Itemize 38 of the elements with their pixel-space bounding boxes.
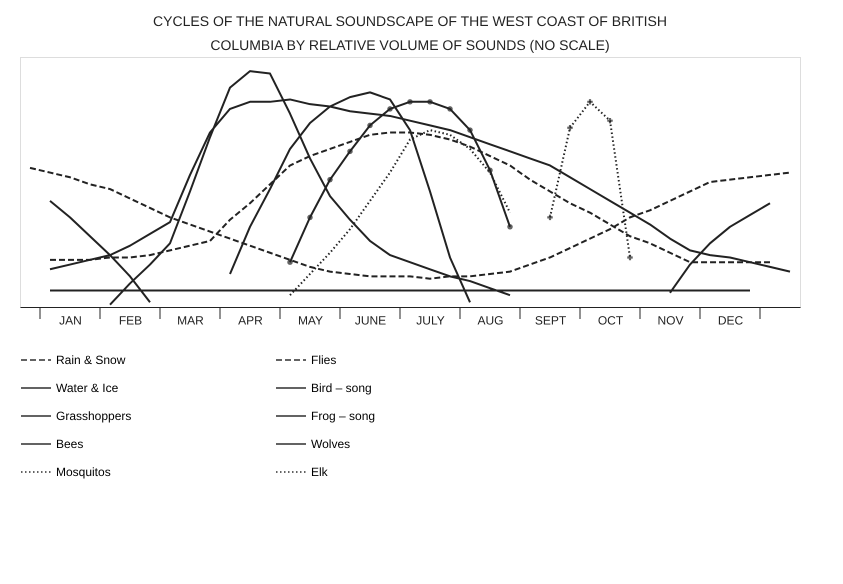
chart-title: CYCLES OF THE NATURAL SOUNDSCAPE OF THE WEST COAST OF BRITISH COLUMBIA BY RELATIVE VOLUME OF SOUNDS (NO SCALE) — [153, 13, 667, 53]
point — [367, 122, 373, 128]
legend-label: Water & Ice — [56, 381, 119, 395]
point — [347, 148, 353, 154]
point — [607, 118, 613, 124]
x-tick-label: JUNE — [354, 314, 386, 328]
x-tick-label: SEPT — [534, 314, 567, 328]
point — [447, 106, 453, 112]
legend-label: Elk — [311, 465, 329, 479]
x-tick-label: AUG — [477, 314, 504, 328]
point — [327, 176, 333, 182]
x-tick-label: DEC — [718, 314, 744, 328]
x-tick-label: JAN — [59, 314, 82, 328]
legend-label: Bees — [56, 437, 84, 451]
point — [587, 99, 593, 105]
point — [487, 167, 493, 173]
point — [387, 106, 393, 112]
point — [507, 224, 513, 230]
x-tick-label: APR — [238, 314, 264, 328]
x-tick-label: FEB — [118, 314, 142, 328]
point — [467, 127, 473, 133]
legend-label: Bird – song — [311, 381, 372, 395]
x-tick-label: OCT — [598, 314, 624, 328]
legend-label: Rain & Snow — [56, 353, 126, 367]
x-tick-label: JULY — [416, 314, 445, 328]
point — [307, 214, 313, 220]
legend-label: Flies — [311, 353, 336, 367]
legend-label: Wolves — [311, 437, 350, 451]
legend-label: Frog – song — [311, 409, 376, 423]
x-tick-label: NOV — [657, 314, 684, 328]
point — [407, 99, 413, 105]
point — [287, 259, 293, 265]
x-tick-label: MAY — [298, 314, 324, 328]
legend-label: Mosquitos — [56, 465, 111, 479]
legend-label: Grasshoppers — [56, 409, 132, 423]
point — [567, 125, 573, 130]
x-tick-label: MAR — [177, 314, 204, 328]
point — [427, 99, 433, 105]
